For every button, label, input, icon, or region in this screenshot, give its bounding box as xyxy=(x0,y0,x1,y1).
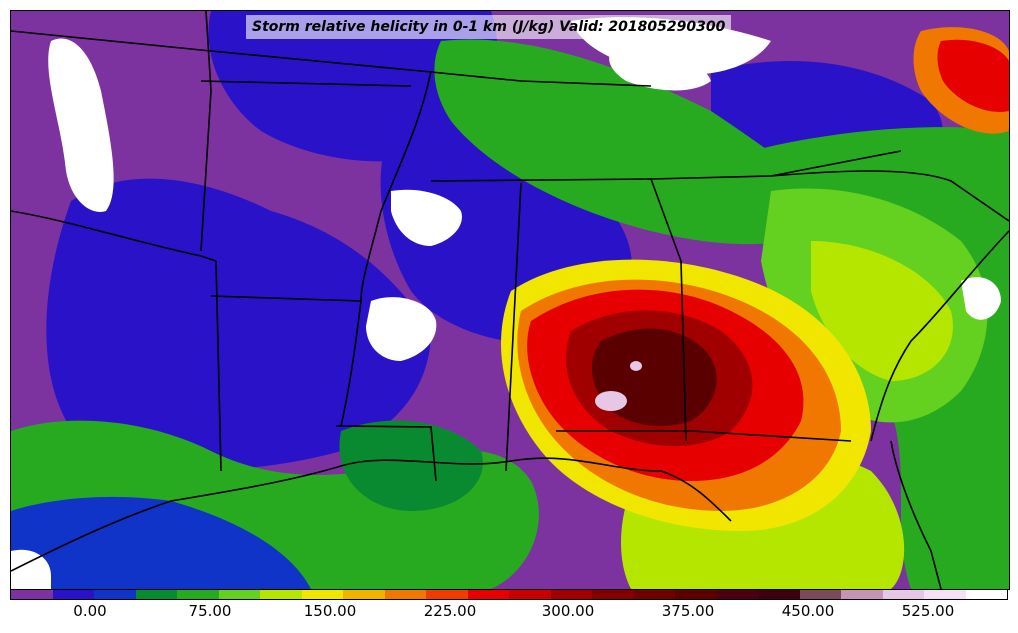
colorbar-swatch xyxy=(177,590,219,599)
region-white-central xyxy=(391,189,462,246)
colorbar-swatch xyxy=(841,590,883,599)
colorbar-swatch xyxy=(52,590,94,599)
colorbar-swatch xyxy=(94,590,136,599)
map-title: Storm relative helicity in 0-1 km (J/kg)… xyxy=(246,15,732,39)
colorbar-swatch xyxy=(467,590,509,599)
colorbar-swatch xyxy=(260,590,302,599)
colorbar-swatch xyxy=(924,590,966,599)
region-white-north2 xyxy=(609,49,711,91)
colorbar-swatch xyxy=(343,590,385,599)
colorbar-swatch xyxy=(633,590,675,599)
colorbar-swatch xyxy=(675,590,717,599)
region-white-sw xyxy=(11,549,51,589)
colorbar xyxy=(10,589,1008,600)
colorbar-swatch xyxy=(218,590,260,599)
region-red-northeast-core xyxy=(937,39,1009,112)
region-blue-west xyxy=(46,178,431,470)
colorbar-tick-label: 525.00 xyxy=(901,602,955,620)
region-pink-core-2 xyxy=(630,361,642,371)
colorbar-tick-label: 0.00 xyxy=(73,602,107,620)
region-white-nw xyxy=(48,38,114,212)
colorbar-tick-label: 75.00 xyxy=(188,602,232,620)
region-yellowgreen-east xyxy=(811,241,953,381)
colorbar-swatch xyxy=(592,590,634,599)
colorbar-swatch xyxy=(965,590,1007,599)
region-pink-core xyxy=(595,391,627,411)
colorbar-swatch xyxy=(301,590,343,599)
colorbar-tick-label: 375.00 xyxy=(661,602,715,620)
colorbar-tick-label: 225.00 xyxy=(423,602,477,620)
colorbar-tick-label: 450.00 xyxy=(781,602,835,620)
colorbar-tick-label: 150.00 xyxy=(303,602,357,620)
colorbar-swatch xyxy=(384,590,426,599)
region-white-east xyxy=(961,277,1001,320)
region-white-ms xyxy=(366,297,437,361)
colorbar-swatch xyxy=(550,590,592,599)
colorbar-swatch xyxy=(135,590,177,599)
colorbar-swatch xyxy=(882,590,924,599)
state-borders xyxy=(11,11,1009,589)
colorbar-tick-labels: 0.00 75.00 150.00 225.00 300.00 375.00 450.00 5… xyxy=(0,602,1018,624)
colorbar-swatch xyxy=(11,590,53,599)
colorbar-swatch xyxy=(758,590,800,599)
colorbar-swatch xyxy=(426,590,468,599)
region-green-mid xyxy=(339,420,483,511)
colorbar-tick-label: 300.00 xyxy=(541,602,595,620)
map-frame xyxy=(10,10,1010,590)
colorbar-swatch xyxy=(716,590,758,599)
region-blue-north xyxy=(208,11,498,162)
region-green-north xyxy=(434,39,841,245)
colorbar-swatch xyxy=(799,590,841,599)
colorbar-swatch xyxy=(509,590,551,599)
helicity-map xyxy=(11,11,1009,589)
